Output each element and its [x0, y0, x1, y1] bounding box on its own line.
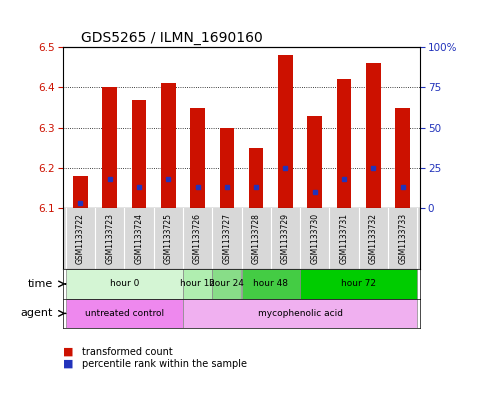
Bar	[183, 269, 212, 299]
Bar	[132, 99, 146, 208]
Bar	[102, 87, 117, 208]
Text: hour 0: hour 0	[110, 279, 139, 288]
Text: GSM1133730: GSM1133730	[310, 213, 319, 264]
Bar	[220, 128, 234, 208]
Bar	[190, 108, 205, 208]
Text: hour 24: hour 24	[210, 279, 244, 288]
Text: GSM1133733: GSM1133733	[398, 213, 407, 264]
Text: GSM1133724: GSM1133724	[134, 213, 143, 264]
Text: GSM1133723: GSM1133723	[105, 213, 114, 264]
Text: transformed count: transformed count	[82, 347, 173, 357]
Text: untreated control: untreated control	[85, 309, 164, 318]
Bar	[183, 299, 417, 328]
Bar	[337, 79, 351, 208]
Bar	[212, 269, 242, 299]
Text: GSM1133732: GSM1133732	[369, 213, 378, 264]
Bar	[366, 63, 381, 208]
Text: GSM1133726: GSM1133726	[193, 213, 202, 264]
Text: GSM1133728: GSM1133728	[252, 213, 261, 264]
Text: percentile rank within the sample: percentile rank within the sample	[82, 358, 247, 369]
Text: ■: ■	[63, 347, 73, 357]
Bar	[66, 299, 183, 328]
Text: hour 48: hour 48	[253, 279, 288, 288]
Bar	[242, 269, 300, 299]
Text: hour 12: hour 12	[180, 279, 215, 288]
Text: GSM1133727: GSM1133727	[222, 213, 231, 264]
Text: agent: agent	[21, 309, 53, 318]
Text: GSM1133722: GSM1133722	[76, 213, 85, 264]
Text: GSM1133729: GSM1133729	[281, 213, 290, 264]
Bar	[278, 55, 293, 208]
Bar	[249, 148, 263, 208]
Text: GSM1133731: GSM1133731	[340, 213, 349, 264]
Text: GSM1133725: GSM1133725	[164, 213, 173, 264]
Text: hour 72: hour 72	[341, 279, 376, 288]
Text: mycophenolic acid: mycophenolic acid	[257, 309, 342, 318]
Text: ■: ■	[63, 358, 73, 369]
Bar	[395, 108, 410, 208]
Bar	[307, 116, 322, 208]
Text: GDS5265 / ILMN_1690160: GDS5265 / ILMN_1690160	[81, 31, 262, 45]
Bar	[300, 269, 417, 299]
Bar	[66, 269, 183, 299]
Text: time: time	[28, 279, 53, 289]
Bar	[161, 83, 176, 208]
Bar	[73, 176, 88, 208]
